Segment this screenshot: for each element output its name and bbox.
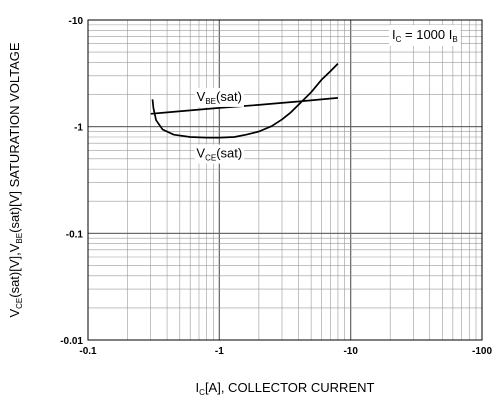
series-label-vbe-sat: VBE(sat): [197, 89, 242, 106]
x-tick-label: -100: [472, 346, 492, 357]
y-tick-label: -0.01: [60, 336, 83, 347]
series-label-bg-vce: [194, 144, 245, 164]
grid: [87, 19, 483, 341]
y-tick-labels: -10 -1 -0.1 -0.01: [60, 16, 83, 347]
y-tick-label: -10: [69, 16, 84, 27]
y-tick-label: -1: [74, 123, 83, 134]
plot-frame: [87, 19, 483, 341]
x-tick-label: -10: [343, 346, 358, 357]
x-tick-labels: -0.1 -1 -10 -100: [79, 346, 492, 357]
series-label-bg-vbe: [194, 87, 245, 107]
x-tick-label: -0.1: [79, 346, 97, 357]
condition-label: IC = 1000 IB: [392, 27, 458, 44]
series-line-0: [150, 97, 338, 115]
series-line-1: [151, 63, 339, 139]
series-lines: [150, 63, 339, 139]
condition-box: [389, 25, 461, 46]
series-label-vce-sat: VCE(sat): [196, 146, 242, 163]
y-tick-label: -0.1: [66, 229, 84, 240]
x-axis-title: IC[A], COLLECTOR CURRENT: [196, 380, 375, 397]
y-axis-title: VCE(sat)[V],VBE(sat)[V] SATURATION VOLTA…: [7, 42, 24, 317]
x-tick-label: -1: [215, 346, 224, 357]
